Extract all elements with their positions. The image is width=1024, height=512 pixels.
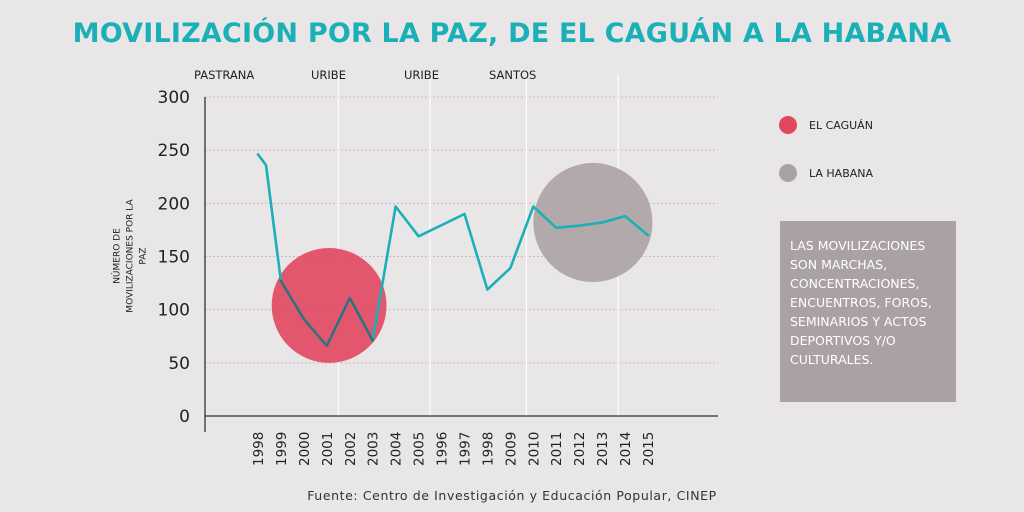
x-tick-label: 2009 bbox=[503, 432, 519, 466]
period-label-uribe: URIBE bbox=[311, 68, 346, 82]
y-tick-label: 300 bbox=[158, 88, 190, 108]
period-label-uribe: URIBE bbox=[404, 68, 439, 82]
y-tick-label: 0 bbox=[179, 407, 190, 427]
x-tick-label: 1998 bbox=[480, 432, 496, 466]
x-tick-label: 2015 bbox=[641, 432, 657, 466]
x-tick-label: 1999 bbox=[274, 432, 290, 466]
x-tick-label: 2012 bbox=[572, 432, 588, 466]
legend-item-caguan: EL CAGUÁN bbox=[779, 116, 873, 134]
x-tick-label: 1998 bbox=[251, 432, 267, 466]
x-tick-label: 2000 bbox=[297, 432, 313, 466]
x-tick-label: 1997 bbox=[457, 432, 473, 466]
y-tick-label: 100 bbox=[158, 301, 190, 321]
x-tick-label: 2014 bbox=[618, 432, 634, 466]
note-text: LAS MOVILIZACIONES SON MARCHAS, CONCENTR… bbox=[790, 238, 932, 367]
chart-title: MOVILIZACIÓN POR LA PAZ, DE EL CAGUÁN A … bbox=[72, 18, 952, 49]
x-tick-label: 2005 bbox=[412, 432, 428, 466]
x-tick-label: 2011 bbox=[549, 432, 565, 466]
period-label-pastrana: PASTRANA bbox=[194, 68, 254, 82]
x-tick-label: 1996 bbox=[435, 432, 451, 466]
highlight-circle-caguan bbox=[271, 247, 387, 363]
y-tick-label: 150 bbox=[158, 248, 190, 268]
legend-item-habana: LA HABANA bbox=[779, 164, 873, 182]
x-tick-label: 2010 bbox=[526, 432, 542, 466]
note-box: LAS MOVILIZACIONES SON MARCHAS, CONCENTR… bbox=[780, 221, 956, 402]
period-label-santos: SANTOS bbox=[489, 68, 536, 82]
y-tick-label: 200 bbox=[158, 194, 190, 214]
x-tick-label: 2001 bbox=[320, 432, 336, 466]
legend-label-habana: LA HABANA bbox=[809, 166, 874, 180]
legend-dot-caguan bbox=[779, 116, 797, 134]
x-tick-label: 2013 bbox=[595, 432, 611, 466]
x-tick-label: 2003 bbox=[366, 432, 382, 466]
y-tick-label: 250 bbox=[158, 141, 190, 161]
y-tick-label: 50 bbox=[168, 354, 190, 374]
y-axis-label-text: NÚMERO DE MOVILIZACIONES POR LA PAZ bbox=[112, 199, 149, 313]
legend-label-caguan: EL CAGUÁN bbox=[809, 118, 873, 132]
y-axis-label: NÚMERO DE MOVILIZACIONES POR LA PAZ bbox=[112, 191, 151, 321]
x-tick-label: 2004 bbox=[389, 432, 405, 466]
x-tick-label: 2002 bbox=[343, 432, 359, 466]
legend-dot-habana bbox=[779, 164, 797, 182]
source-caption: Fuente: Centro de Investigación y Educac… bbox=[307, 488, 717, 503]
